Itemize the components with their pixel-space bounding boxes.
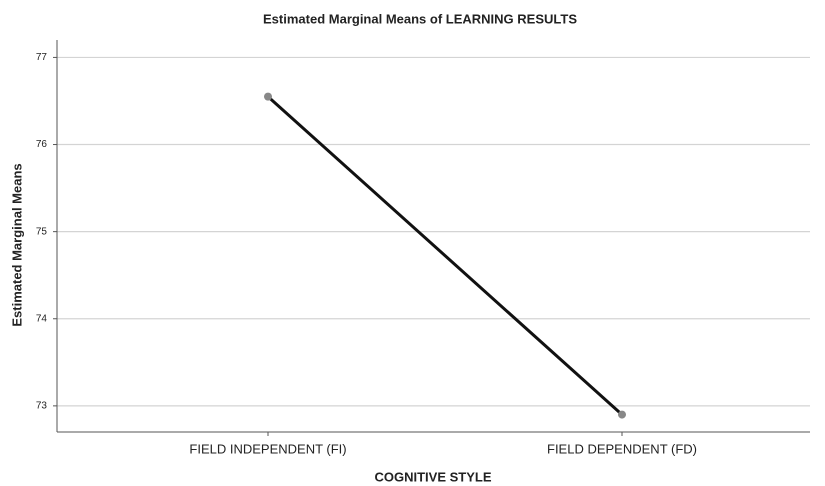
line — [266, 95, 624, 416]
point — [264, 92, 272, 101]
x-tick-label: FIELD DEPENDENT (FD) — [547, 441, 697, 456]
y-axis-label: Estimated Marginal Means — [9, 163, 24, 326]
y-tick-label: 75 — [36, 226, 48, 237]
point — [618, 410, 626, 419]
y-tick-label: 74 — [36, 313, 48, 324]
y-tick-label: 77 — [36, 52, 48, 63]
chart-title: Estimated Marginal Means of LEARNING RES… — [263, 11, 577, 26]
y-tick-label: 73 — [36, 401, 48, 412]
y-tick-label: 76 — [36, 139, 48, 150]
x-tick-label: FIELD INDEPENDENT (FI) — [189, 441, 346, 456]
x-axis-label: COGNITIVE STYLE — [374, 469, 491, 484]
